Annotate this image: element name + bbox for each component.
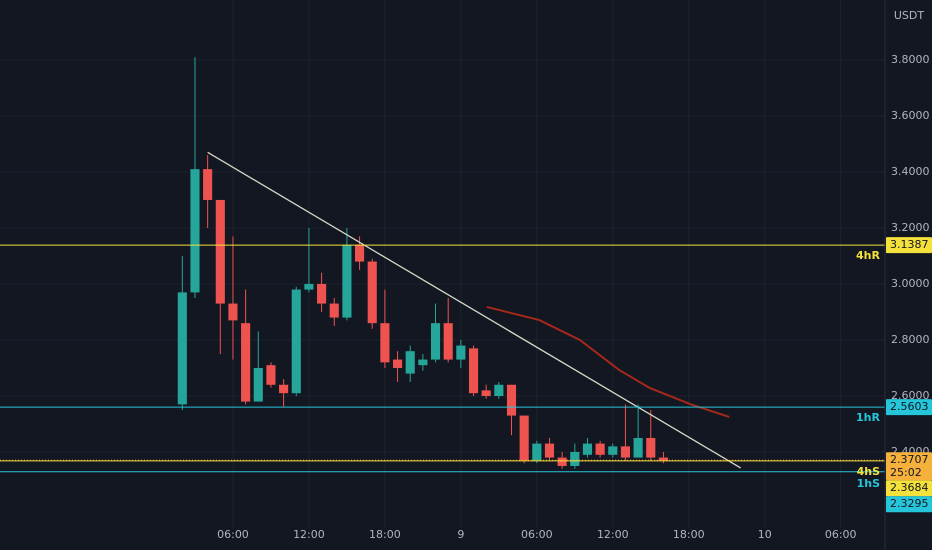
- candle-body: [317, 283, 327, 304]
- y-tick-label: 2.8000: [891, 333, 930, 346]
- x-tick-label: 06:00: [217, 528, 249, 541]
- x-tick-label: 18:00: [673, 528, 705, 541]
- candle-body: [608, 446, 618, 455]
- currency-label: USDT: [894, 9, 925, 22]
- candle-body: [392, 359, 403, 368]
- candle-body: [405, 351, 415, 374]
- price-box-label: 2.3295: [890, 497, 929, 510]
- moving-average: [486, 305, 730, 418]
- price-box-label: 2.5603: [890, 400, 929, 413]
- price-box: [886, 496, 932, 513]
- candle-body: [266, 365, 276, 385]
- y-tick-label: 3.4000: [891, 165, 930, 178]
- x-tick-label: 06:00: [825, 528, 857, 541]
- x-tick-label: 9: [457, 528, 464, 541]
- price-box: [886, 480, 932, 497]
- price-box: [886, 399, 932, 416]
- candle-body: [329, 303, 339, 318]
- trend-line: [207, 151, 741, 469]
- candle-body: [443, 323, 453, 360]
- candle-body: [506, 384, 517, 416]
- y-tick-label: 2.6000: [891, 389, 930, 402]
- y-tick-label: 3.6000: [891, 109, 930, 122]
- candle-body: [430, 323, 441, 360]
- candle-body: [468, 348, 479, 394]
- candle-body: [418, 359, 428, 366]
- candle-body: [570, 451, 580, 466]
- candle-body: [241, 323, 251, 402]
- price-box: [886, 237, 932, 254]
- candle-body: [494, 384, 504, 396]
- x-tick-label: 10: [758, 528, 772, 541]
- y-tick-label: 3.8000: [891, 53, 930, 66]
- candle-body: [519, 415, 529, 461]
- x-tick-label: 12:00: [293, 528, 325, 541]
- countdown-label: 25:02: [890, 466, 922, 479]
- candle-body: [456, 345, 466, 360]
- candle-body: [380, 323, 390, 363]
- level-name: 1hS: [857, 477, 880, 490]
- candle-body: [279, 384, 289, 394]
- candle-body: [228, 303, 238, 321]
- level-name: 1hR: [856, 411, 880, 424]
- candle-body: [595, 443, 605, 455]
- candle-body: [177, 292, 187, 405]
- candle-body: [190, 169, 200, 293]
- price-box: [886, 452, 932, 481]
- candle-body: [215, 199, 225, 304]
- candle-body: [367, 261, 377, 324]
- y-tick-label: 3.2000: [891, 221, 930, 234]
- candle-body: [633, 437, 643, 458]
- candle-body: [342, 244, 352, 318]
- candle-body: [620, 446, 631, 458]
- candle-body: [355, 244, 365, 262]
- candle-body: [253, 367, 263, 402]
- candle-body: [658, 457, 668, 461]
- grid: [0, 0, 885, 528]
- candle-body: [291, 289, 301, 394]
- candle-body: [646, 437, 656, 458]
- level-name: 4hR: [856, 249, 880, 262]
- candle-body: [557, 457, 567, 466]
- level-name: 4hS: [857, 465, 880, 478]
- x-tick-label: 06:00: [521, 528, 553, 541]
- price-box-label: 2.3707: [890, 453, 929, 466]
- axes: 2.40002.60002.80003.00003.20003.40003.60…: [217, 53, 932, 541]
- price-box-label: 3.1387: [890, 238, 929, 251]
- candle-body: [203, 169, 213, 200]
- x-tick-label: 18:00: [369, 528, 401, 541]
- candle-body: [532, 443, 542, 461]
- price-box-label: 2.3684: [890, 481, 929, 494]
- candle-body: [544, 443, 555, 458]
- candle-body: [481, 390, 491, 396]
- x-tick-label: 12:00: [597, 528, 629, 541]
- candle-body: [304, 283, 314, 290]
- y-tick-label: 3.0000: [891, 277, 930, 290]
- candle-body: [582, 443, 593, 455]
- plot: [0, 57, 885, 473]
